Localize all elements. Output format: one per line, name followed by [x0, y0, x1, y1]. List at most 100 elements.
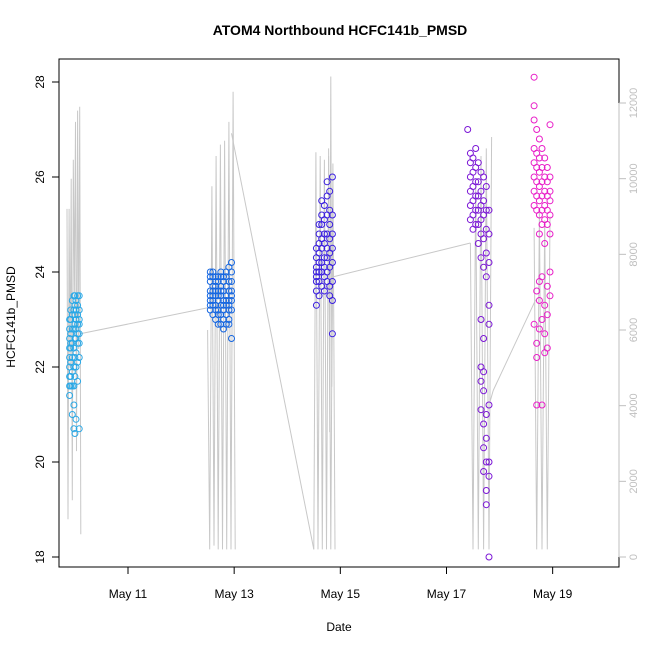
- point: [72, 415, 80, 423]
- point: [328, 278, 336, 285]
- point: [477, 406, 485, 414]
- point: [67, 373, 75, 380]
- point: [67, 344, 75, 352]
- point: [328, 173, 336, 181]
- point: [530, 102, 538, 110]
- point: [71, 430, 79, 437]
- point: [320, 287, 328, 295]
- point: [538, 401, 546, 409]
- point: [533, 339, 541, 347]
- point: [482, 183, 490, 190]
- point: [538, 273, 546, 281]
- point: [74, 311, 82, 319]
- right-axis: 0 2000 4000 6000 8000 10000 12000: [618, 88, 640, 560]
- y-tick-label: 22: [33, 360, 47, 374]
- point: [485, 472, 493, 480]
- point: [228, 259, 235, 266]
- point: [68, 354, 76, 361]
- secondary-line-6: [332, 242, 471, 278]
- point: [480, 387, 488, 395]
- point: [541, 154, 549, 162]
- point: [315, 259, 323, 266]
- bottom-axis: May 11 May 13 May 15 May 17 May 19: [109, 566, 573, 601]
- point: [546, 187, 554, 195]
- x-tick-label: May 11: [109, 587, 148, 601]
- point: [530, 320, 538, 328]
- right-tick-label: 10000: [628, 163, 640, 194]
- point: [70, 325, 78, 333]
- point: [482, 458, 490, 466]
- point: [538, 316, 546, 323]
- point: [533, 401, 541, 409]
- point: [328, 244, 336, 252]
- point: [530, 73, 538, 81]
- chart-title: ATOM4 Northbound HCFC141b_PMSD: [213, 22, 468, 38]
- point: [328, 297, 336, 304]
- point: [214, 320, 222, 328]
- point: [72, 349, 80, 357]
- point: [74, 301, 82, 309]
- point: [225, 320, 233, 328]
- point: [228, 297, 235, 304]
- point: [464, 126, 472, 133]
- point: [225, 278, 233, 285]
- point: [485, 206, 493, 214]
- right-tick-label: 2000: [628, 469, 640, 493]
- point: [472, 145, 480, 152]
- y-tick-label: 28: [33, 75, 47, 89]
- secondary-line-4: [313, 152, 336, 550]
- point: [485, 320, 493, 328]
- point: [228, 268, 235, 276]
- point: [535, 135, 543, 143]
- y-tick-label: 20: [33, 455, 47, 469]
- point: [482, 487, 490, 494]
- point: [541, 330, 549, 338]
- secondary-line-5: [328, 76, 334, 433]
- point: [485, 553, 493, 561]
- secondary-line-3: [231, 133, 315, 550]
- x-tick-label: May 13: [214, 587, 254, 601]
- point: [485, 259, 493, 266]
- point: [228, 287, 235, 295]
- x-tick-label: May 17: [427, 587, 467, 601]
- point: [538, 164, 546, 171]
- y-tick-label: 24: [33, 265, 47, 279]
- point: [72, 335, 80, 342]
- point: [70, 382, 78, 390]
- point: [482, 249, 490, 257]
- point: [312, 301, 320, 309]
- point: [70, 363, 78, 371]
- point: [535, 230, 543, 238]
- point: [72, 363, 80, 371]
- point: [228, 306, 235, 314]
- point: [67, 306, 75, 314]
- secondary-line-group: [66, 76, 551, 550]
- point: [225, 316, 233, 323]
- secondary-line-8: [489, 390, 494, 403]
- point: [538, 145, 546, 152]
- point: [546, 197, 554, 205]
- point: [543, 311, 551, 319]
- point: [217, 287, 225, 295]
- right-tick-label: 12000: [628, 88, 640, 119]
- secondary-line-1: [80, 306, 211, 335]
- point: [530, 116, 538, 124]
- y-tick-label: 18: [33, 550, 47, 564]
- point: [225, 306, 233, 314]
- point: [480, 420, 488, 428]
- point: [75, 354, 83, 361]
- point: [228, 278, 235, 285]
- point: [480, 444, 488, 452]
- x-tick-label: May 15: [321, 587, 361, 601]
- point: [75, 292, 83, 300]
- point: [485, 301, 493, 309]
- right-tick-label: 6000: [628, 318, 640, 342]
- point: [67, 358, 75, 366]
- secondary-line-9: [492, 299, 537, 391]
- points-group: [66, 73, 554, 561]
- point: [469, 154, 477, 162]
- point: [315, 268, 323, 276]
- point: [480, 468, 488, 475]
- point: [74, 377, 82, 385]
